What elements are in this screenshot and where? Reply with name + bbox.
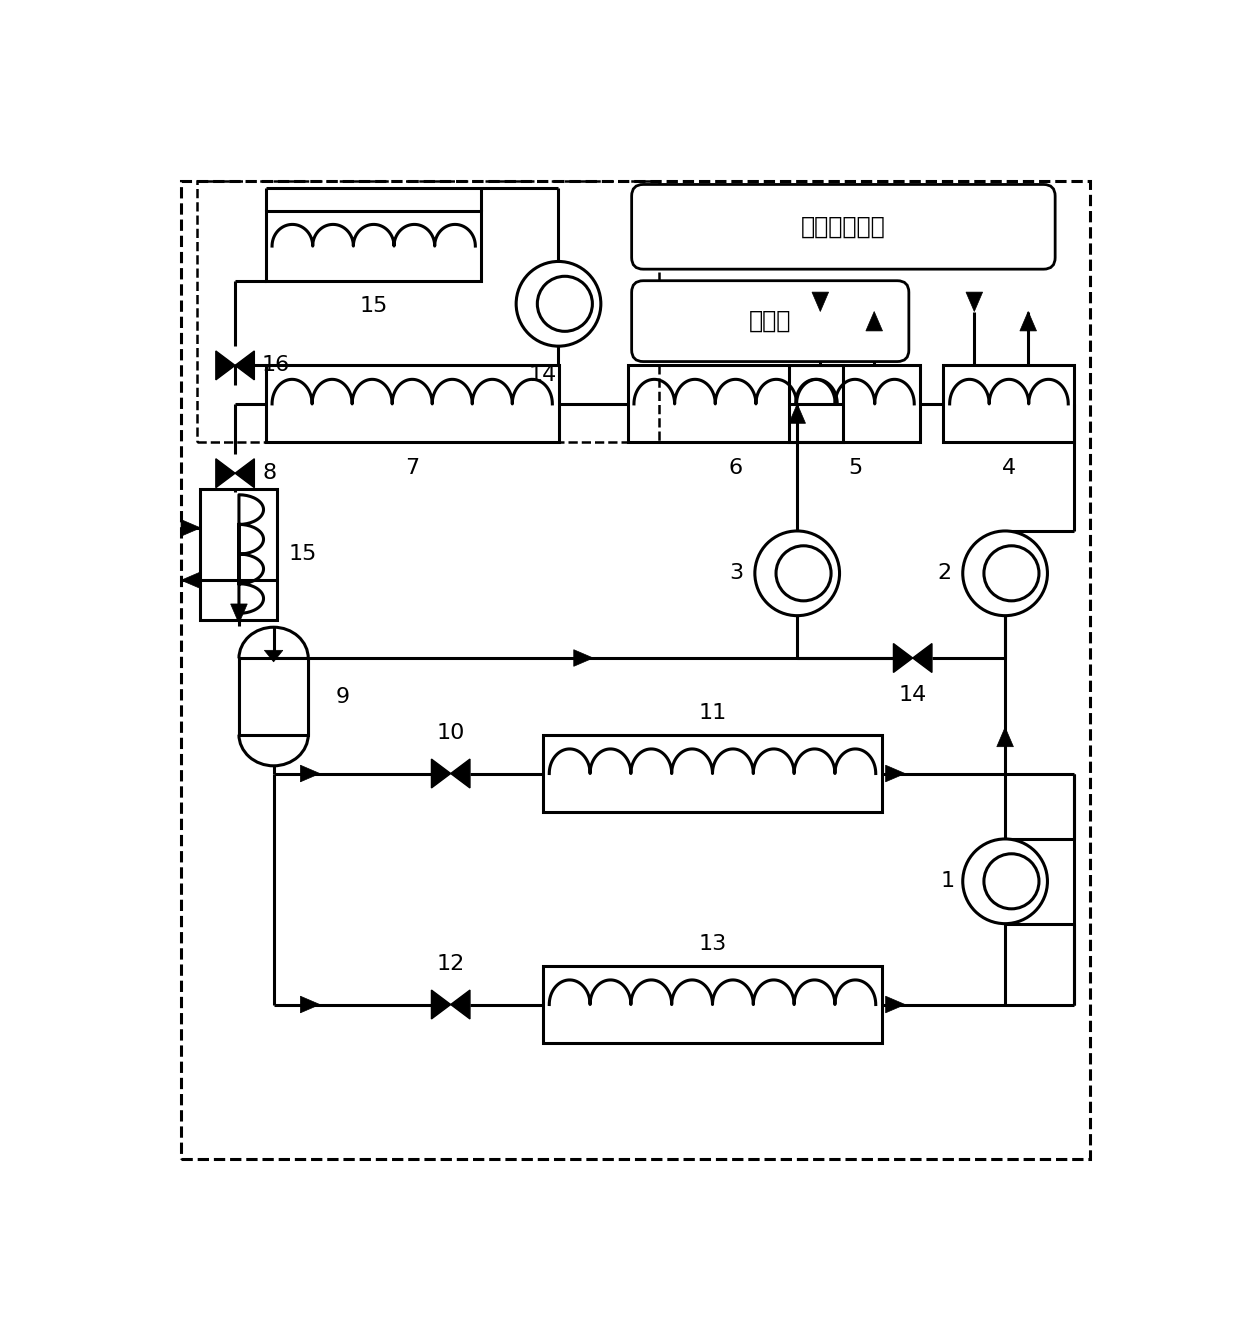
Circle shape xyxy=(755,532,839,616)
Bar xyxy=(790,365,920,442)
Text: 1: 1 xyxy=(941,872,955,892)
Polygon shape xyxy=(913,644,932,673)
Polygon shape xyxy=(181,520,201,537)
Polygon shape xyxy=(894,644,913,673)
Text: 12: 12 xyxy=(436,954,465,973)
Circle shape xyxy=(516,261,601,346)
Polygon shape xyxy=(300,765,320,782)
Text: 主循环: 主循环 xyxy=(749,309,791,332)
Polygon shape xyxy=(812,291,828,311)
Polygon shape xyxy=(216,459,236,488)
Text: 11: 11 xyxy=(698,703,727,723)
Circle shape xyxy=(983,546,1039,601)
Bar xyxy=(201,488,278,620)
Bar xyxy=(627,365,843,442)
Polygon shape xyxy=(181,572,201,588)
Text: 14: 14 xyxy=(529,365,557,385)
Text: 13: 13 xyxy=(698,934,727,955)
Polygon shape xyxy=(216,351,236,380)
Bar xyxy=(265,365,558,442)
Polygon shape xyxy=(885,765,905,782)
Bar xyxy=(543,735,882,813)
Text: 14: 14 xyxy=(899,685,926,704)
Bar xyxy=(265,211,481,281)
Text: 16: 16 xyxy=(262,355,290,376)
Polygon shape xyxy=(432,991,450,1020)
Text: 9: 9 xyxy=(335,686,350,707)
Polygon shape xyxy=(300,996,320,1013)
Polygon shape xyxy=(966,291,982,311)
Text: 6: 6 xyxy=(729,458,743,477)
Text: 2: 2 xyxy=(937,563,951,583)
Polygon shape xyxy=(1019,311,1037,331)
Text: 8: 8 xyxy=(262,463,277,483)
Text: 4: 4 xyxy=(1002,458,1016,477)
Polygon shape xyxy=(236,351,254,380)
Circle shape xyxy=(537,276,593,331)
FancyBboxPatch shape xyxy=(631,281,909,361)
Circle shape xyxy=(962,839,1048,923)
Polygon shape xyxy=(231,604,247,624)
Circle shape xyxy=(776,546,831,601)
Text: 15: 15 xyxy=(289,543,317,565)
Polygon shape xyxy=(866,311,883,331)
Text: 5: 5 xyxy=(848,458,862,477)
Circle shape xyxy=(983,853,1039,909)
Text: 10: 10 xyxy=(436,723,465,743)
Polygon shape xyxy=(432,758,450,787)
Polygon shape xyxy=(574,650,593,666)
Bar xyxy=(543,966,882,1043)
Polygon shape xyxy=(789,404,806,423)
FancyBboxPatch shape xyxy=(631,185,1055,269)
Polygon shape xyxy=(885,996,905,1013)
Bar xyxy=(239,658,309,735)
Polygon shape xyxy=(450,991,470,1020)
Text: 3: 3 xyxy=(729,563,743,583)
Circle shape xyxy=(962,532,1048,616)
Text: 机械过冷循环: 机械过冷循环 xyxy=(801,215,885,239)
Bar xyxy=(944,365,1074,442)
Polygon shape xyxy=(236,459,254,488)
Bar xyxy=(197,181,658,442)
Polygon shape xyxy=(264,650,283,662)
Text: 7: 7 xyxy=(405,458,419,477)
Polygon shape xyxy=(450,758,470,787)
Text: 15: 15 xyxy=(360,295,388,317)
Polygon shape xyxy=(997,727,1013,747)
